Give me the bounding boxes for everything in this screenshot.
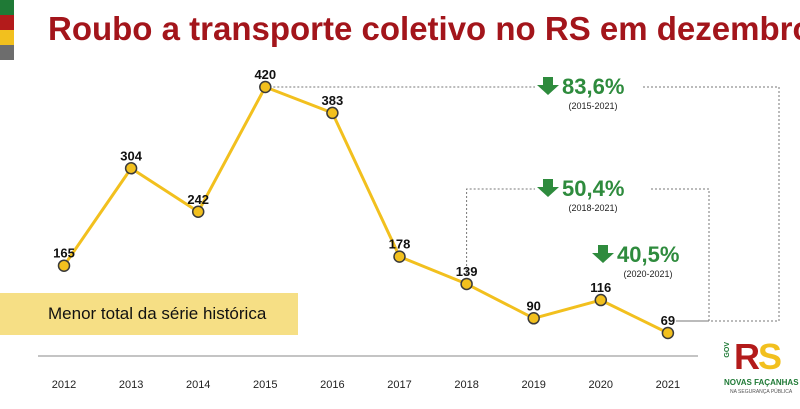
data-point: [527, 312, 540, 325]
x-tick-label: 2013: [119, 379, 143, 391]
annotation-period: (2018-2021): [568, 203, 617, 213]
data-point: [460, 277, 473, 291]
chart-title: Roubo a transporte coletivo no RS em dez…: [48, 10, 800, 47]
data-label: 90: [526, 298, 540, 313]
down-arrow-icon: [592, 245, 614, 263]
data-label: 304: [120, 148, 142, 163]
data-point: [259, 80, 272, 94]
data-point: [661, 326, 675, 340]
data-point: [594, 293, 608, 307]
annotation-period: (2020-2021): [623, 269, 672, 279]
logo-tagline: NOVAS FAÇANHAS: [724, 378, 799, 387]
data-label: 116: [590, 280, 611, 295]
flag-stripe-red: [0, 15, 14, 30]
x-tick-label: 2015: [253, 379, 277, 391]
logo-s: S: [758, 336, 782, 377]
x-tick-label: 2016: [320, 379, 344, 391]
data-point: [191, 205, 205, 219]
annotation-connector: [273, 86, 780, 322]
data-point: [393, 250, 406, 263]
flag-stripe-green: [0, 0, 14, 15]
x-tick-label: 2014: [186, 379, 210, 391]
x-tick-label: 2018: [454, 379, 478, 391]
data-label: 420: [254, 67, 276, 82]
x-tick-label: 2017: [387, 379, 411, 391]
data-label: 69: [661, 313, 675, 328]
logo-rs-text: RS: [734, 336, 782, 378]
data-label: 139: [456, 264, 478, 279]
note-text: Menor total da série histórica: [48, 304, 267, 323]
data-point: [124, 162, 138, 175]
data-label: 242: [187, 192, 209, 207]
series-line: [62, 85, 669, 335]
x-tick-label: 2020: [589, 379, 613, 391]
data-point: [57, 259, 71, 272]
down-arrow-icon: [537, 77, 559, 95]
x-tick-label: 2021: [656, 379, 680, 391]
annotation-period: (2015-2021): [568, 101, 617, 111]
data-label: 383: [322, 93, 344, 108]
annotation-percent: 40,5%: [617, 242, 679, 267]
down-arrow-icon: [537, 179, 559, 197]
annotation-percent: 83,6%: [562, 74, 624, 99]
logo-r: R: [734, 336, 760, 377]
rs-logo: GOV RS NOVAS FAÇANHAS NA SEGURANÇA PÚBLI…: [724, 336, 799, 406]
logo-gov-text: GOV: [724, 342, 731, 358]
note-banner: Menor total da série histórica: [0, 293, 298, 335]
data-label: 165: [53, 246, 75, 261]
flag-stripe-yellow: [0, 30, 14, 45]
x-tick-label: 2019: [521, 379, 545, 391]
annotation-connector: [466, 188, 710, 322]
logo-subtagline: NA SEGURANÇA PÚBLICA: [730, 389, 793, 395]
data-point: [326, 106, 339, 120]
flag-stripe-gray: [0, 45, 14, 60]
annotation-percent: 50,4%: [562, 176, 624, 201]
x-tick-label: 2012: [52, 379, 76, 391]
data-label: 178: [389, 237, 411, 252]
